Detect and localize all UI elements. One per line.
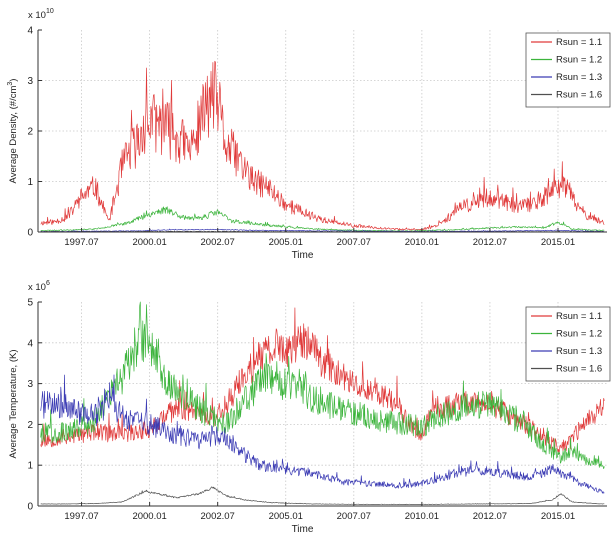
x-tick-label: 2005.01 [269, 237, 303, 248]
legend-box [525, 32, 611, 108]
series-line-3 [40, 228, 605, 233]
multiplier-exponent: 6 [46, 280, 50, 287]
temperature-chart: 0 1 2 3 4 5 1997.07 2000.01 2002.07 2005.01 2007.0… [8, 280, 611, 535]
density-chart: 0 1 2 3 4 1997.07 2000.01 2002.07 2005.01 2007.07… [7, 8, 611, 261]
y-tick-label: 3 [27, 76, 33, 87]
legend-label-2: Rsun = 1.2 [556, 55, 602, 66]
series-line-2 [40, 206, 605, 232]
x-tick-label: 1997.07 [64, 511, 98, 522]
y-tick-label: 5 [27, 298, 33, 309]
x-tick-label: 2012.07 [473, 237, 507, 248]
x-tick-label: 2000.01 [132, 237, 166, 248]
multiplier-exponent: 10 [46, 8, 54, 15]
y-axis-label: Average Density, (#/cm3) [7, 79, 19, 184]
x-tick-label: 2010.01 [405, 237, 439, 248]
y-tick-label: 3 [27, 379, 33, 390]
y-axis-label-text: Average Temperature, (K) [8, 350, 19, 459]
y-tick-label: 2 [27, 420, 33, 431]
legend: Rsun = 1.1 Rsun = 1.2 Rsun = 1.3 Rsun = 1.6 [525, 306, 611, 382]
series-line-2 [40, 301, 605, 470]
x-tick-label: 2012.07 [473, 511, 507, 522]
y-axis-label-close: ) [8, 79, 19, 82]
legend-label-1: Rsun = 1.1 [556, 37, 602, 48]
series-line-1 [40, 307, 605, 454]
legend-label-3: Rsun = 1.3 [556, 346, 602, 357]
multiplier-base: x 10 [28, 282, 46, 293]
y-tick-label: 1 [27, 461, 33, 472]
y-tick-label: 1 [27, 177, 33, 188]
y-tick-label: 0 [27, 502, 33, 513]
axis-multiplier: x 106 [28, 280, 50, 293]
x-tick-label: 1997.07 [64, 237, 98, 248]
x-tick-label: 2000.01 [132, 511, 166, 522]
x-tick-label: 2002.07 [201, 511, 235, 522]
x-tick-label: 2015.01 [541, 511, 575, 522]
legend-label-3: Rsun = 1.3 [556, 72, 602, 83]
axis-multiplier: x 1010 [28, 8, 54, 21]
legend-label-4: Rsun = 1.6 [556, 364, 602, 375]
x-tick-label: 2007.07 [337, 511, 371, 522]
y-tick-label: 4 [27, 338, 33, 349]
x-tick-label: 2005.01 [269, 511, 303, 522]
x-tick-label: 2007.07 [337, 237, 371, 248]
x-axis-label: Time [292, 250, 314, 261]
y-tick-label: 2 [27, 127, 33, 138]
legend-label-4: Rsun = 1.6 [556, 90, 602, 101]
y-axis-label: Average Temperature, (K) [8, 350, 19, 459]
series-line-1 [40, 60, 605, 231]
multiplier-base: x 10 [28, 10, 46, 21]
legend-label-2: Rsun = 1.2 [556, 329, 602, 340]
x-tick-label: 2002.07 [201, 237, 235, 248]
y-axis-label-text: Average Density, (#/cm [8, 86, 19, 184]
y-tick-label: 0 [27, 228, 33, 239]
legend-label-1: Rsun = 1.1 [556, 311, 602, 322]
series-lines [40, 301, 605, 505]
series-line-4 [40, 486, 605, 505]
y-tick-label: 4 [27, 26, 33, 37]
x-tick-label: 2010.01 [405, 511, 439, 522]
y-axis-label-sup: 3 [7, 82, 14, 86]
series-line-3 [40, 374, 605, 494]
gridlines [38, 302, 607, 506]
x-axis-label: Time [292, 524, 314, 535]
legend: Rsun = 1.1 Rsun = 1.2 Rsun = 1.3 Rsun = 1.6 [525, 32, 611, 108]
x-tick-label: 2015.01 [541, 237, 575, 248]
